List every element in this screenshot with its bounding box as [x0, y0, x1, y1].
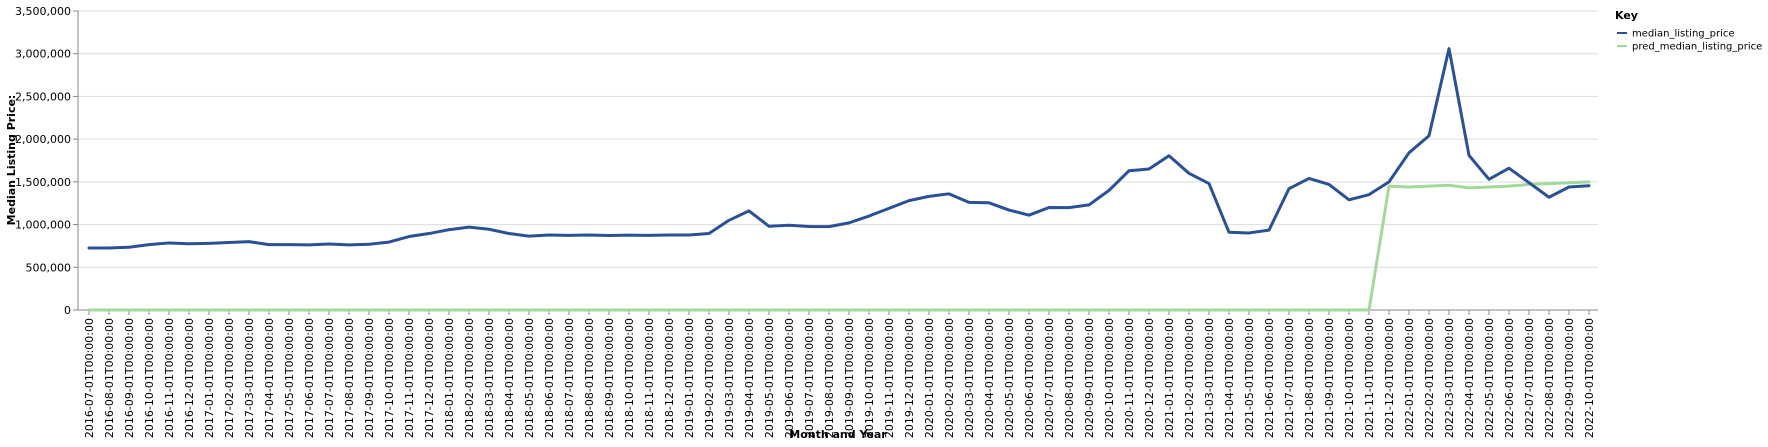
x-tick-label: 2018-09-01T00:00:00: [603, 318, 616, 438]
x-tick-label: 2019-08-01T00:00:00: [823, 318, 836, 438]
x-tick-label: 2019-07-01T00:00:00: [803, 318, 816, 438]
x-tick-label: 2017-02-01T00:00:00: [223, 318, 236, 438]
x-tick-label: 2022-10-01T00:00:00: [1583, 318, 1596, 438]
x-tick-label: 2022-04-01T00:00:00: [1463, 318, 1476, 438]
x-tick-label: 2021-04-01T00:00:00: [1223, 318, 1236, 438]
y-tick-label: 3,000,000: [15, 48, 71, 61]
x-tick-label: 2021-08-01T00:00:00: [1303, 318, 1316, 438]
legend-title: Key: [1615, 9, 1638, 22]
y-tick-label: 2,500,000: [15, 90, 71, 103]
series-line-pred_median_listing_price: [87, 180, 1591, 312]
x-tick-label: 2022-05-01T00:00:00: [1483, 318, 1496, 438]
x-tick-label: 2021-12-01T00:00:00: [1383, 318, 1396, 438]
x-tick-label: 2018-01-01T00:00:00: [443, 318, 456, 438]
x-tick-label: 2020-03-01T00:00:00: [963, 318, 976, 438]
x-tick-label: 2019-09-01T00:00:00: [843, 318, 856, 438]
x-tick-label: 2017-11-01T00:00:00: [403, 318, 416, 438]
x-tick-label: 2021-06-01T00:00:00: [1263, 318, 1276, 438]
x-tick-label: 2022-03-01T00:00:00: [1443, 318, 1456, 438]
x-tick-label: 2022-01-01T00:00:00: [1403, 318, 1416, 438]
x-tick-label: 2022-07-01T00:00:00: [1523, 318, 1536, 438]
x-tick-label: 2018-03-01T00:00:00: [483, 318, 496, 438]
x-tick-label: 2021-09-01T00:00:00: [1323, 318, 1336, 438]
x-tick-label: 2017-01-01T00:00:00: [203, 318, 216, 438]
x-tick-label: 2018-10-01T00:00:00: [623, 318, 636, 438]
x-tick-label: 2017-06-01T00:00:00: [303, 318, 316, 438]
y-tick-label: 1,500,000: [15, 176, 71, 189]
x-tick-label: 2020-01-01T00:00:00: [923, 318, 936, 438]
x-tick-label: 2016-09-01T00:00:00: [123, 318, 136, 438]
x-tick-label: 2017-10-01T00:00:00: [383, 318, 396, 438]
y-tick-label: 3,500,000: [15, 5, 71, 18]
x-tick-label: 2018-06-01T00:00:00: [543, 318, 556, 438]
x-tick-label: 2022-09-01T00:00:00: [1563, 318, 1576, 438]
x-tick-label: 2018-05-01T00:00:00: [523, 318, 536, 438]
legend-label: pred_median_listing_price: [1632, 42, 1762, 53]
x-tick-label: 2017-12-01T00:00:00: [423, 318, 436, 438]
x-tick-label: 2021-02-01T00:00:00: [1183, 318, 1196, 438]
x-tick-label: 2020-04-01T00:00:00: [983, 318, 996, 438]
x-tick-label: 2016-11-01T00:00:00: [163, 318, 176, 438]
x-tick-label: 2021-07-01T00:00:00: [1283, 318, 1296, 438]
x-axis: 2016-07-01T00:00:00 2016-08-01T00:00:00 20…: [78, 309, 1598, 438]
y-tick-label: 1,000,000: [15, 219, 71, 232]
y-tick-label: 2,000,000: [15, 133, 71, 146]
x-tick-label: 2019-02-01T00:00:00: [703, 318, 716, 438]
x-tick-label: 2017-08-01T00:00:00: [343, 318, 356, 438]
x-tick-label: 2018-07-01T00:00:00: [563, 318, 576, 438]
x-tick-label: 2020-07-01T00:00:00: [1043, 318, 1056, 438]
x-tick-label: 2019-05-01T00:00:00: [763, 318, 776, 438]
x-tick-label: 2022-02-01T00:00:00: [1423, 318, 1436, 438]
x-tick-label: 2017-07-01T00:00:00: [323, 318, 336, 438]
x-tick-label: 2019-10-01T00:00:00: [863, 318, 876, 438]
x-tick-label: 2017-09-01T00:00:00: [363, 318, 376, 438]
x-tick-label: 2020-09-01T00:00:00: [1083, 318, 1096, 438]
x-tick-label: 2020-06-01T00:00:00: [1023, 318, 1036, 438]
x-tick-label: 2019-06-01T00:00:00: [783, 318, 796, 438]
x-tick-label: 2020-11-01T00:00:00: [1123, 318, 1136, 438]
x-tick-label: 2017-03-01T00:00:00: [243, 318, 256, 438]
x-axis-title: Month and Year: [789, 428, 887, 441]
legend-label: median_listing_price: [1632, 29, 1735, 40]
x-tick-label: 2019-03-01T00:00:00: [723, 318, 736, 438]
x-tick-label: 2019-11-01T00:00:00: [883, 318, 896, 438]
y-tick-label: 500,000: [26, 261, 72, 274]
x-tick-label: 2017-04-01T00:00:00: [263, 318, 276, 438]
legend: Key median_listing_price pred_median_list…: [1615, 9, 1762, 53]
x-tick-label: 2016-08-01T00:00:00: [103, 318, 116, 438]
x-tick-label: 2020-10-01T00:00:00: [1103, 318, 1116, 438]
x-tick-label: 2022-08-01T00:00:00: [1543, 318, 1556, 438]
y-axis: 0 500,000 1,000,000 1,500,000 2,000,000 2,500…: [15, 5, 79, 317]
x-tick-label: 2021-10-01T00:00:00: [1343, 318, 1356, 438]
x-tick-label: 2018-11-01T00:00:00: [643, 318, 656, 438]
x-tick-label: 2021-01-01T00:00:00: [1163, 318, 1176, 438]
x-tick-label: 2020-12-01T00:00:00: [1143, 318, 1156, 438]
x-tick-label: 2018-08-01T00:00:00: [583, 318, 596, 438]
x-tick-label: 2021-11-01T00:00:00: [1363, 318, 1376, 438]
x-tick-label: 2016-10-01T00:00:00: [143, 318, 156, 438]
x-tick-label: 2020-02-01T00:00:00: [943, 318, 956, 438]
x-tick-label: 2018-04-01T00:00:00: [503, 318, 516, 438]
x-tick-label: 2019-01-01T00:00:00: [683, 318, 696, 438]
series-line-median_listing_price: [87, 47, 1591, 250]
y-tick-label: 0: [64, 304, 71, 317]
x-tick-label: 2017-05-01T00:00:00: [283, 318, 296, 438]
x-tick-label: 2016-07-01T00:00:00: [83, 318, 96, 438]
series-lines: [87, 47, 1591, 312]
x-tick-label: 2019-04-01T00:00:00: [743, 318, 756, 438]
y-axis-title: Median Listing Price:: [5, 95, 18, 226]
x-tick-label: 2020-08-01T00:00:00: [1063, 318, 1076, 438]
x-tick-label: 2018-02-01T00:00:00: [463, 318, 476, 438]
x-tick-label: 2021-05-01T00:00:00: [1243, 318, 1256, 438]
x-tick-label: 2018-12-01T00:00:00: [663, 318, 676, 438]
x-tick-label: 2021-03-01T00:00:00: [1203, 318, 1216, 438]
x-tick-label: 2020-05-01T00:00:00: [1003, 318, 1016, 438]
x-tick-label: 2022-06-01T00:00:00: [1503, 318, 1516, 438]
x-tick-label: 2019-12-01T00:00:00: [903, 318, 916, 438]
x-tick-label: 2016-12-01T00:00:00: [183, 318, 196, 438]
grid-lines: [78, 10, 1598, 311]
